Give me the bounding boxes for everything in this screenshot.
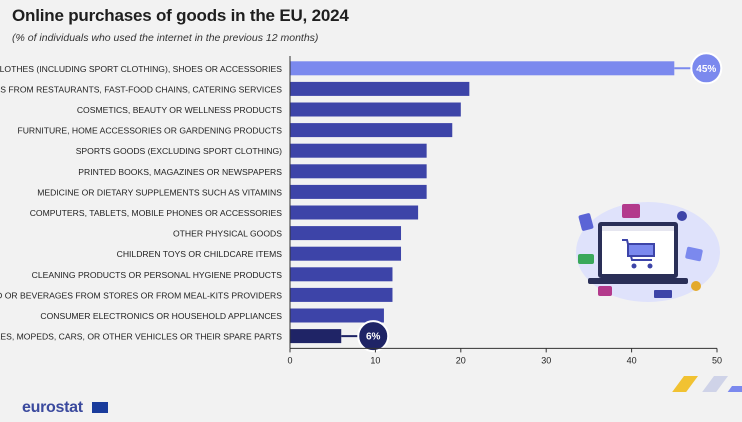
x-tick-label: 0 — [287, 355, 292, 365]
category-label: CHILDREN TOYS OR CHILDCARE ITEMS — [117, 249, 283, 259]
category-label: PRINTED BOOKS, MAGAZINES OR NEWSPAPERS — [78, 167, 282, 177]
category-label: FURNITURE, HOME ACCESSORIES OR GARDENING… — [17, 126, 282, 136]
category-label: CONSUMER ELECTRONICS OR HOUSEHOLD APPLIA… — [40, 311, 282, 321]
bar — [290, 329, 342, 344]
footer-bar — [0, 392, 742, 422]
category-label: SPORTS GOODS (EXCLUDING SPORT CLOTHING) — [76, 146, 282, 156]
bar — [290, 267, 393, 282]
bar — [290, 123, 453, 138]
bar — [290, 61, 675, 76]
x-tick-label: 10 — [370, 355, 380, 365]
category-label: CLOTHES (INCLUDING SPORT CLOTHING), SHOE… — [0, 64, 282, 74]
category-label: BICYCLES, MOPEDS, CARS, OR OTHER VEHICLE… — [0, 332, 282, 342]
bar — [290, 164, 427, 179]
category-label: CLEANING PRODUCTS OR PERSONAL HYGIENE PR… — [32, 270, 283, 280]
data-label: 45% — [696, 64, 716, 75]
bar — [290, 184, 427, 199]
chart-title: Online purchases of goods in the EU, 202… — [12, 6, 349, 25]
bar — [290, 205, 419, 220]
bar — [290, 102, 461, 117]
category-label: DELIVERIES FROM RESTAURANTS, FAST-FOOD C… — [0, 84, 282, 94]
annotation-bubble — [357, 320, 390, 353]
x-tick-label: 50 — [712, 355, 722, 365]
category-label: COSMETICS, BEAUTY OR WELLNESS PRODUCTS — [77, 105, 282, 115]
category-label: COMPUTERS, TABLETS, MOBILE PHONES OR ACC… — [30, 208, 283, 218]
category-label: FOOD OR BEVERAGES FROM STORES OR FROM ME… — [0, 290, 282, 300]
bar — [290, 287, 393, 302]
x-tick-label: 20 — [456, 355, 466, 365]
bar — [290, 308, 384, 323]
category-label: OTHER PHYSICAL GOODS — [173, 229, 282, 239]
category-label: MEDICINE OR DIETARY SUPPLEMENTS SUCH AS … — [37, 187, 282, 197]
data-label: 6% — [366, 332, 381, 343]
bar — [290, 143, 427, 158]
eu-flag-icon — [92, 402, 108, 413]
shopping-laptop-illustration — [576, 202, 720, 302]
bar-chart: CLOTHES (INCLUDING SPORT CLOTHING), SHOE… — [0, 52, 723, 365]
x-tick-label: 30 — [541, 355, 551, 365]
bar — [290, 226, 402, 241]
eurostat-logo: eurostat — [22, 399, 83, 416]
x-tick-label: 40 — [627, 355, 637, 365]
chart-subtitle: (% of individuals who used the internet … — [12, 32, 319, 44]
bar — [290, 81, 470, 96]
annotation-bubble — [690, 52, 723, 85]
bar — [290, 246, 402, 261]
